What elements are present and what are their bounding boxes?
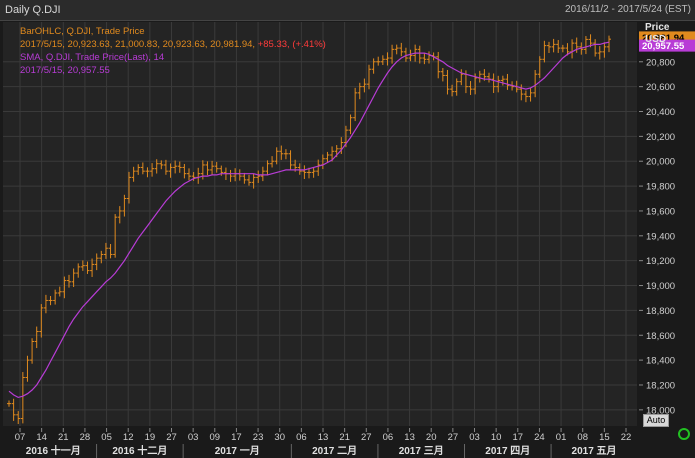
x-tick-label: 08 [577, 432, 588, 443]
month-label: 2017 四月 [485, 445, 530, 457]
y-tick-label: 19,600 [646, 206, 675, 217]
legend-change: +85.33, (+.41%) [257, 39, 326, 50]
month-label: 2017 五月 [572, 445, 617, 457]
y-tick-label: 19,000 [646, 281, 675, 292]
x-tick-label: 23 [253, 432, 264, 443]
x-tick-label: 17 [231, 432, 242, 443]
y-tick-label: 19,800 [646, 182, 675, 193]
x-tick-label: 06 [296, 432, 307, 443]
x-tick-label: 27 [166, 432, 177, 443]
month-label: 2017 二月 [312, 445, 357, 457]
legend-sma-value: 2017/5/15, 20,957.55 [20, 65, 110, 76]
x-tick-label: 22 [621, 432, 632, 443]
y-tick-label: 18,000 [646, 405, 675, 416]
x-tick-label: 27 [448, 432, 459, 443]
x-tick-label: 28 [80, 432, 91, 443]
x-tick-label: 03 [188, 432, 199, 443]
y-tick-label: 20,600 [646, 82, 675, 93]
axis-header-unit: USD [645, 34, 666, 45]
x-tick-label: 17 [512, 432, 523, 443]
price-chart[interactable] [3, 22, 637, 426]
month-label: 2016 十二月 [112, 444, 167, 457]
legend-ohlc-values: 2017/5/15, 20,923.63, 21,000.83, 20,923.… [20, 39, 258, 50]
sma-price-tag-bg [639, 39, 695, 52]
x-tick-label: 20 [426, 432, 437, 443]
x-tick-label: 05 [101, 432, 112, 443]
plot-area[interactable]: BarOHLC, Q.DJI, Trade Price 2017/5/15, 2… [3, 22, 637, 426]
y-tick-label: 18,400 [646, 356, 675, 367]
last-price-tag: 20,981.94 [642, 33, 685, 44]
y-tick-label: 18,200 [646, 380, 675, 391]
x-tick-label: 03 [469, 432, 480, 443]
x-tick-label: 19 [145, 432, 156, 443]
y-tick-label: 20,800 [646, 57, 675, 68]
y-tick-label: 20,200 [646, 132, 675, 143]
x-tick-label: 13 [318, 432, 329, 443]
ohlc-bars [7, 34, 611, 425]
x-axis-labels: 07 14 21 28 05 12 19 27 03 09 17 23 30 06 13 21 27 06 13 20… [15, 428, 632, 458]
x-tick-label: 06 [383, 432, 394, 443]
x-tick-label: 21 [58, 432, 69, 443]
y-axis[interactable]: 18,000 18,200 18,400 18,600 18,800 19,000 19,2… [639, 22, 695, 426]
month-label: 2017 一月 [215, 445, 260, 457]
legend-bar-series: BarOHLC, Q.DJI, Trade Price [20, 26, 145, 37]
x-tick-label: 01 [556, 432, 567, 443]
window-title: Daily Q.DJI [5, 4, 61, 16]
x-tick-label: 13 [404, 432, 415, 443]
x-tick-label: 07 [15, 432, 26, 443]
y-tick-label: 20,400 [646, 107, 675, 118]
y-tick-label: 18,800 [646, 306, 675, 317]
x-tick-label: 24 [534, 432, 545, 443]
sma-price-tag: 20,957.55 [642, 41, 685, 52]
y-tick-label: 18,600 [646, 331, 675, 342]
legend-sma-series: SMA, Q.DJI, Trade Price(Last), 14 [20, 52, 165, 63]
date-range: 2016/11/2 - 2017/5/24 (EST) [564, 4, 691, 15]
x-tick-label: 27 [361, 432, 372, 443]
y-tick-label: 20,000 [646, 157, 675, 168]
title-bar: Daily Q.DJI 2016/11/2 - 2017/5/24 (EST) [0, 0, 695, 21]
month-label: 2016 十一月 [26, 444, 81, 457]
x-tick-label: 21 [339, 432, 350, 443]
x-tick-label: 10 [491, 432, 502, 443]
legend-bar-values: 2017/5/15, 20,923.63, 21,000.83, 20,923.… [20, 39, 326, 50]
y-tick-label: 19,200 [646, 256, 675, 267]
x-tick-label: 12 [123, 432, 134, 443]
y-tick-label: 19,400 [646, 231, 675, 242]
sma-line [8, 41, 610, 399]
x-tick-label: 14 [36, 432, 47, 443]
auto-scale-button[interactable]: Auto [643, 414, 669, 427]
x-axis[interactable]: 07 14 21 28 05 12 19 27 03 09 17 23 30 06 13 21 27 06 13 20… [3, 428, 637, 458]
connection-status-icon [678, 428, 690, 440]
x-tick-label: 30 [274, 432, 285, 443]
month-label: 2017 三月 [399, 445, 444, 457]
x-tick-label: 09 [209, 432, 220, 443]
x-tick-label: 15 [599, 432, 610, 443]
axis-header-price: Price [645, 22, 670, 33]
y-axis-labels: 18,000 18,200 18,400 18,600 18,800 19,000 19,2… [639, 22, 695, 416]
